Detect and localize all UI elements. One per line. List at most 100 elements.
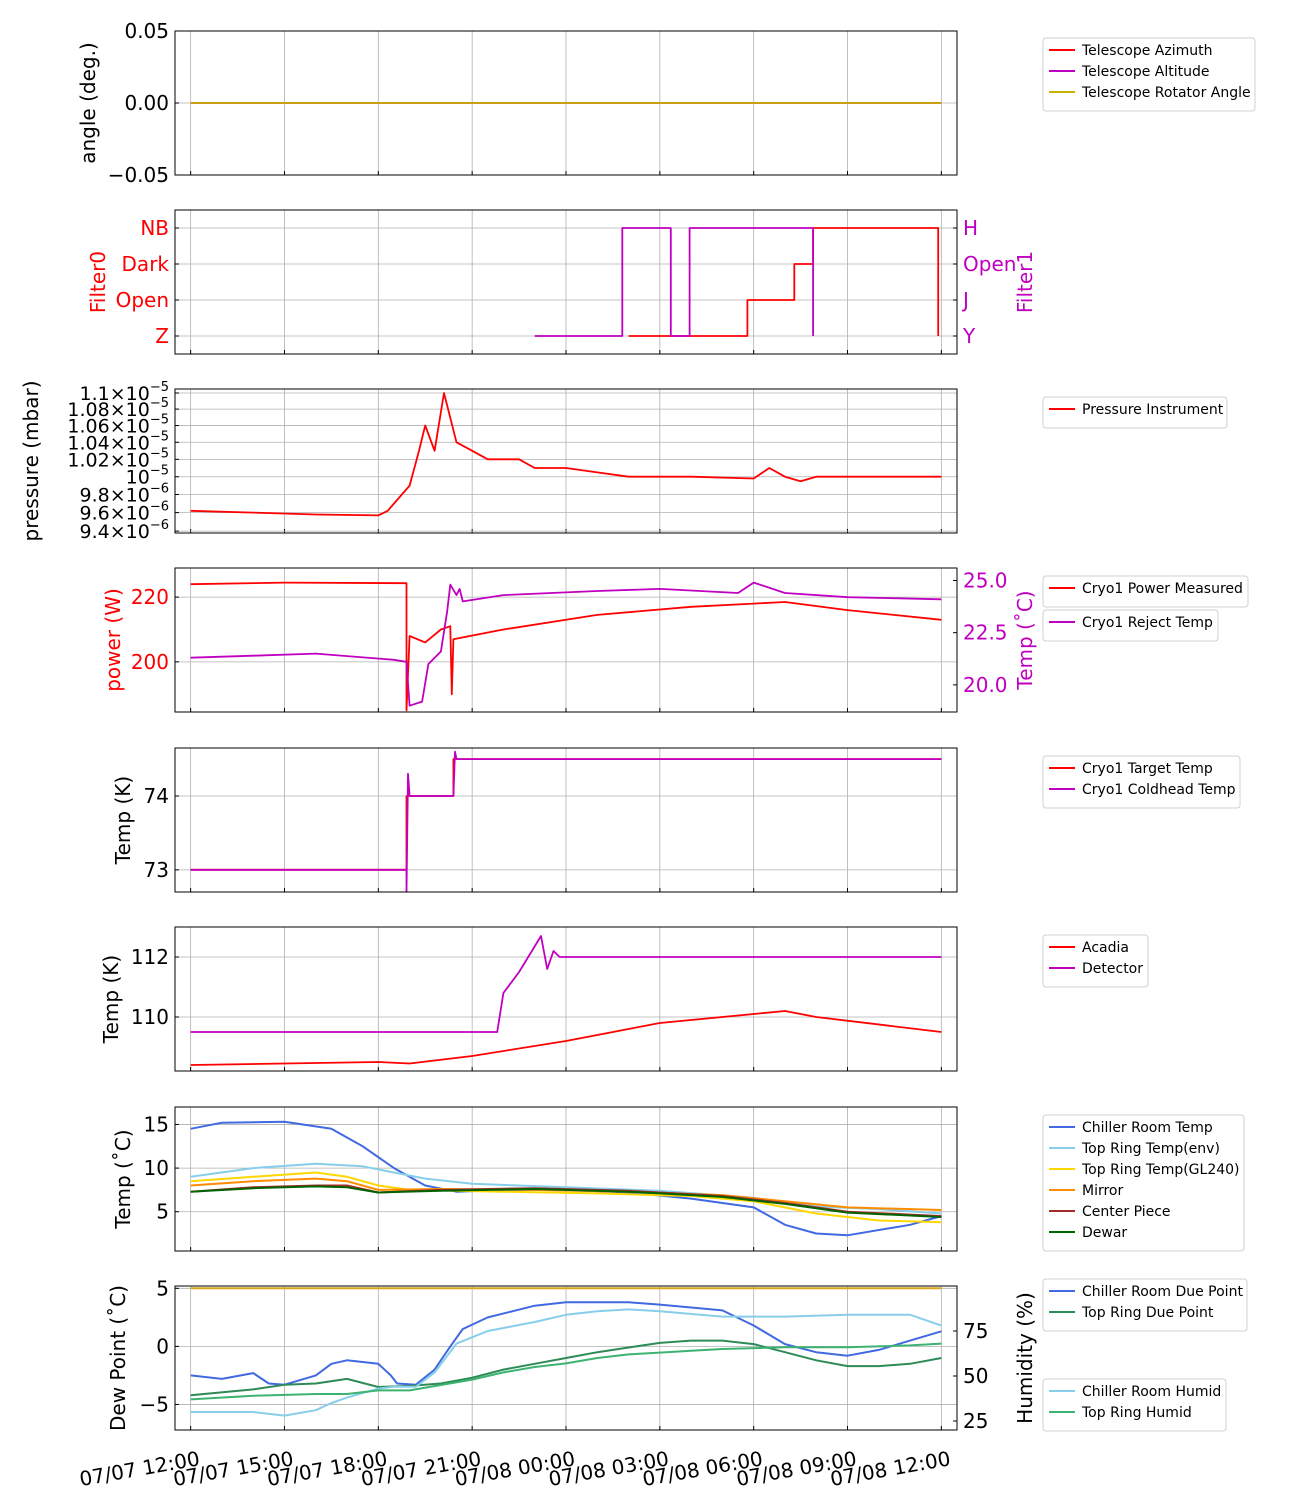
y-tick-label: 10−5	[126, 464, 169, 489]
legend-entry: Mirror	[1082, 1183, 1123, 1199]
y-tick-label: 10	[144, 1156, 169, 1180]
series-line-pressure-instrument	[190, 392, 942, 517]
y-tick-label: 5	[156, 1200, 169, 1224]
legend-entry: Top Ring Humid	[1081, 1405, 1192, 1421]
y-axis-label-right: Humidity (%)	[1013, 1292, 1037, 1424]
y-tick-label-right: 22.5	[963, 621, 1008, 645]
plot-frame	[174, 209, 958, 355]
series-line-top-ring-humid	[190, 1342, 942, 1401]
y-tick-label: 200	[131, 650, 169, 674]
legend-entry: Cryo1 Reject Temp	[1082, 615, 1213, 631]
y-tick-label-right: 25	[963, 1409, 988, 1433]
legend-entry: Top Ring Due Point	[1081, 1305, 1214, 1321]
legend: Chiller Room Temp Top Ring Temp(env) Top R…	[1042, 1114, 1245, 1252]
y-tick-label: 73	[144, 858, 169, 882]
plot-frame	[174, 1285, 958, 1431]
series-line-detector	[190, 935, 942, 1033]
panel-5: 73 74 Temp (K) Cryo1 Target Temp Cryo1 Coldh…	[111, 747, 1241, 893]
y-tick-label-right: Open	[963, 252, 1016, 276]
y-tick-label: 9.8×10−6	[80, 482, 170, 507]
y-tick-label: 5	[156, 1276, 169, 1300]
y-tick-label: NB	[140, 216, 169, 240]
series-line-acadia	[190, 1010, 942, 1066]
y-tick-label: 110	[131, 1005, 169, 1029]
y-tick-label: 0.00	[124, 91, 169, 115]
y-tick-label-right: J	[961, 288, 969, 312]
y-tick-label: 9.4×10−6	[80, 518, 170, 543]
y-tick-label: 1.06×10−5	[67, 413, 169, 438]
y-axis-label: Temp (K)	[111, 776, 135, 865]
y-axis-label: Filter0	[86, 251, 110, 313]
y-axis-label: pressure (mbar)	[19, 380, 43, 541]
y-tick-label-right: H	[963, 216, 978, 240]
y-tick-label: 112	[131, 945, 169, 969]
y-axis-label-right: Filter1	[1013, 251, 1037, 313]
legend-entry: Cryo1 Target Temp	[1082, 761, 1213, 777]
series-line-cryo1-reject-temp	[190, 581, 942, 707]
y-tick-label-right: 20.0	[963, 673, 1008, 697]
y-axis-label: Temp (˚C)	[111, 1129, 135, 1229]
legend-entry: Pressure Instrument	[1082, 402, 1224, 418]
legend-entry: Cryo1 Power Measured	[1082, 581, 1243, 597]
plot-frame	[174, 926, 958, 1072]
legend: Pressure Instrument	[1042, 396, 1228, 429]
panel-2: Z Open Dark NB YJ Open H Filter0 Filter1	[86, 209, 1037, 355]
panel-1: 0.05 0.00 −0.05 angle (deg.) Telescope Azimu…	[76, 19, 1256, 187]
series-line-top-ring-due-point	[190, 1339, 942, 1397]
y-tick-label-right: Y	[962, 324, 976, 348]
legend-entry: Chiller Room Humid	[1082, 1384, 1221, 1400]
legend: Chiller Room Humid Top Ring Humid	[1042, 1378, 1227, 1432]
series-line-cryo1-coldhead-temp	[190, 750, 942, 892]
plot-frame	[174, 567, 958, 713]
y-axis-label: Dew Point (˚C)	[106, 1285, 130, 1431]
y-tick-label: 1.08×10−5	[67, 396, 169, 421]
series-line-filter1	[534, 227, 814, 337]
legend: Cryo1 Power Measured	[1042, 575, 1249, 608]
series-line-chiller-room-humid	[190, 1308, 942, 1417]
plot-frame	[174, 747, 958, 893]
legend-entry: Detector	[1082, 961, 1143, 977]
legend-entry: Center Piece	[1082, 1204, 1171, 1220]
plot-frame	[174, 30, 958, 176]
y-axis-label: power (W)	[101, 588, 125, 692]
y-tick-label-right: 75	[963, 1319, 988, 1343]
legend-entry: Telescope Azimuth	[1081, 43, 1212, 59]
legend-entry: Dewar	[1082, 1225, 1127, 1241]
y-tick-label: Dark	[122, 252, 170, 276]
y-axis-label: angle (deg.)	[76, 42, 100, 164]
y-tick-label: −0.05	[108, 163, 169, 187]
legend: Telescope Azimuth Telescope Altitude Teles…	[1042, 37, 1256, 112]
y-tick-label: Z	[155, 324, 169, 348]
legend-entry: Chiller Room Due Point	[1082, 1284, 1243, 1300]
legend: Cryo1 Reject Temp	[1042, 609, 1219, 642]
y-tick-label: Open	[116, 288, 169, 312]
y-axis-label: Temp (K)	[99, 955, 123, 1044]
panel-6: 110 112 Temp (K) Acadia Detector	[99, 926, 1149, 1072]
y-tick-label: 0	[156, 1334, 169, 1358]
y-tick-label: 1.1×10−5	[80, 380, 170, 405]
legend-entry: Acadia	[1082, 940, 1129, 956]
y-tick-label-right: 50	[963, 1364, 988, 1388]
legend: Acadia Detector	[1042, 934, 1149, 988]
y-tick-label: 220	[131, 585, 169, 609]
panel-3: 9.4×10−69.6×10−69.8×10−610−51.02×10−51.0…	[19, 380, 1228, 543]
plot-frame	[174, 388, 958, 534]
y-tick-label: 1.02×10−5	[67, 446, 169, 471]
panel-4: 200 220 20.0 22.5 25.0 power (W) Temp (˚C) Cryo…	[101, 567, 1249, 713]
legend-entry: Telescope Rotator Angle	[1081, 85, 1251, 101]
legend-entry: Cryo1 Coldhead Temp	[1082, 782, 1236, 798]
series-line-dewar	[190, 1185, 942, 1218]
y-tick-label: −5	[140, 1392, 169, 1416]
legend: Cryo1 Target Temp Cryo1 Coldhead Temp	[1042, 755, 1241, 809]
panel-7: 5 10 15 Temp (˚C) Chiller Room Temp Top Ring …	[111, 1106, 1245, 1252]
series-line-top-ring-temp-gl240-	[190, 1171, 942, 1224]
legend-entry: Top Ring Temp(GL240)	[1081, 1162, 1240, 1178]
y-tick-label: 0.05	[124, 19, 169, 43]
legend: Chiller Room Due Point Top Ring Due Point	[1042, 1278, 1248, 1332]
legend-entry: Top Ring Temp(env)	[1081, 1141, 1220, 1157]
series-line-filter0	[628, 227, 940, 337]
legend-entry: Chiller Room Temp	[1082, 1120, 1213, 1136]
y-tick-label: 1.04×10−5	[67, 429, 169, 454]
